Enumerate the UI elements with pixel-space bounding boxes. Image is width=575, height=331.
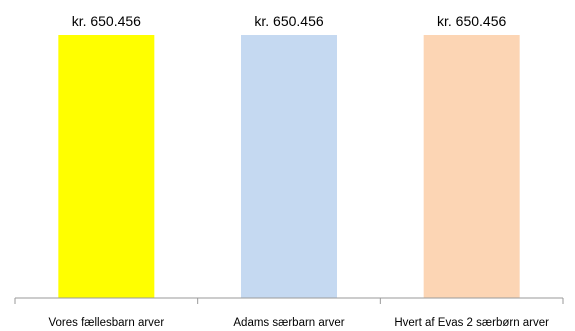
data-label-1: kr. 650.456 [72,13,141,29]
category-label-2: Adams særbarn arver [233,317,344,329]
bar-1 [58,35,155,298]
bars-layer [58,35,520,298]
bar-3 [423,35,520,298]
data-label-2: kr. 650.456 [254,13,323,29]
data-label-3: kr. 650.456 [437,13,506,29]
category-label-1: Vores fællesbarn arver [48,317,164,329]
bar-2 [241,35,337,298]
value-labels-layer: kr. 650.456 kr. 650.456 kr. 650.456 [72,13,507,29]
category-labels-layer: Vores fællesbarn arver Adams særbarn arve… [48,317,549,329]
x-axis-ticks [14,298,564,304]
category-label-3: Hvert af Evas 2 særbørn arver [394,317,549,329]
